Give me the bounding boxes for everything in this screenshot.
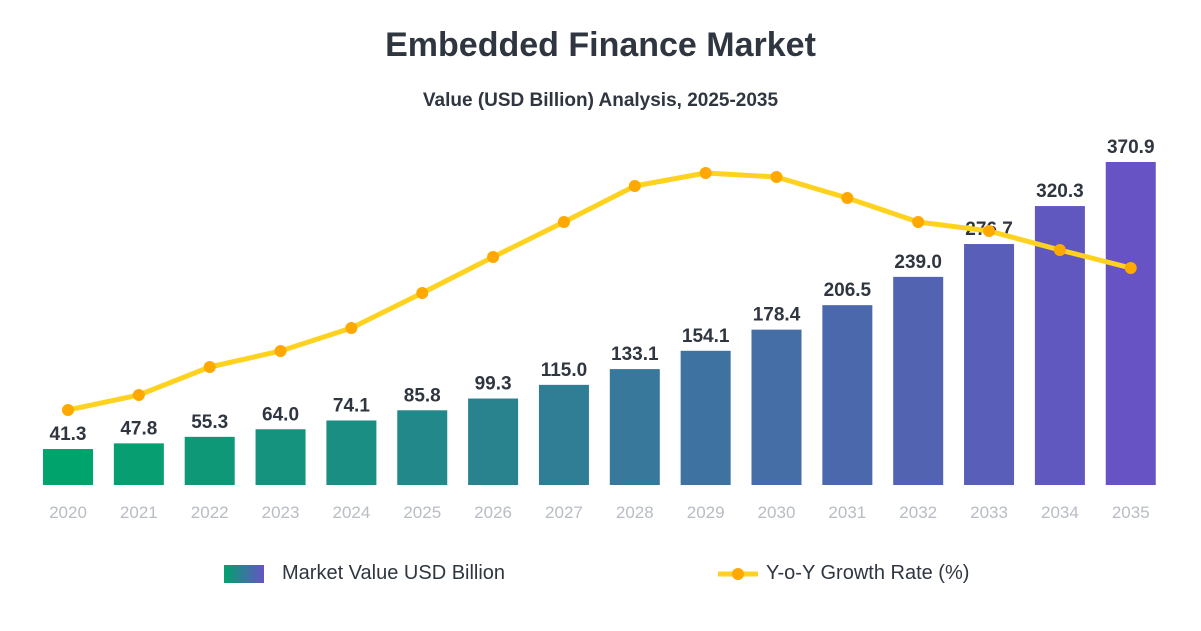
x-tick-2027: 2027 bbox=[545, 503, 583, 522]
x-tick-2021: 2021 bbox=[120, 503, 158, 522]
chart-title: Embedded Finance Market bbox=[385, 26, 816, 64]
bar-2030 bbox=[751, 329, 802, 485]
data-label-2029: 154.1 bbox=[682, 326, 730, 347]
data-label-2032: 239.0 bbox=[894, 252, 942, 273]
bar-2033 bbox=[964, 244, 1015, 485]
growth-point-2022 bbox=[203, 361, 216, 373]
bar-2026 bbox=[468, 398, 519, 485]
x-tick-2033: 2033 bbox=[970, 503, 1008, 522]
bar-2027 bbox=[538, 384, 589, 485]
data-label-2028: 133.1 bbox=[611, 344, 659, 365]
growth-point-2034 bbox=[1053, 244, 1066, 256]
growth-point-2024 bbox=[345, 322, 358, 334]
growth-point-2020 bbox=[62, 404, 74, 416]
bar-2031 bbox=[822, 305, 873, 485]
growth-point-2032 bbox=[912, 216, 925, 228]
x-tick-2025: 2025 bbox=[403, 503, 441, 522]
data-label-2026: 99.3 bbox=[475, 374, 512, 395]
data-label-2023: 64.0 bbox=[262, 404, 299, 425]
growth-point-2025 bbox=[416, 287, 429, 299]
growth-point-2035 bbox=[1124, 262, 1137, 274]
data-label-2030: 178.4 bbox=[753, 305, 801, 326]
bar-2020 bbox=[43, 449, 93, 485]
growth-point-2021 bbox=[132, 389, 145, 401]
data-label-2021: 47.8 bbox=[120, 418, 157, 439]
legend-swatch-line bbox=[718, 567, 758, 580]
data-label-2035: 370.9 bbox=[1107, 137, 1155, 158]
bar-2035 bbox=[1105, 162, 1156, 485]
x-tick-2022: 2022 bbox=[191, 503, 229, 522]
legend-label-growth-rate: Y-o-Y Growth Rate (%) bbox=[766, 562, 970, 584]
data-label-2034: 320.3 bbox=[1036, 181, 1084, 202]
growth-point-2033 bbox=[983, 225, 996, 237]
growth-point-2030 bbox=[770, 171, 783, 183]
x-tick-2024: 2024 bbox=[332, 503, 370, 522]
bar-2021 bbox=[113, 443, 164, 485]
bar-2032 bbox=[893, 276, 944, 485]
growth-point-2026 bbox=[487, 251, 500, 263]
x-tick-2034: 2034 bbox=[1041, 503, 1079, 522]
data-label-2031: 206.5 bbox=[824, 280, 872, 301]
bar-2029 bbox=[680, 350, 731, 485]
bar-2028 bbox=[609, 369, 660, 485]
bar-2023 bbox=[255, 429, 306, 485]
legend-item-growth-rate: Y-o-Y Growth Rate (%) bbox=[718, 562, 969, 585]
data-label-2027: 115.0 bbox=[541, 360, 588, 381]
growth-rate-line bbox=[67, 170, 1132, 413]
x-tick-2031: 2031 bbox=[828, 503, 866, 522]
chart-subtitle: Value (USD Billion) Analysis, 2025-2035 bbox=[422, 90, 779, 111]
growth-point-2023 bbox=[274, 345, 287, 357]
legend-item-market-value: Market Value USD Billion bbox=[224, 562, 505, 585]
data-label-2025: 85.8 bbox=[404, 385, 441, 406]
growth-point-2027 bbox=[557, 216, 570, 228]
growth-point-2031 bbox=[841, 192, 854, 204]
x-tick-2028: 2028 bbox=[616, 503, 654, 522]
legend-swatch-bar bbox=[224, 564, 264, 583]
x-tick-2026: 2026 bbox=[474, 503, 512, 522]
x-tick-2030: 2030 bbox=[758, 503, 796, 522]
growth-point-2029 bbox=[699, 167, 712, 179]
data-label-2022: 55.3 bbox=[191, 412, 228, 433]
data-label-2024: 74.1 bbox=[333, 395, 370, 416]
growth-point-2028 bbox=[628, 180, 641, 192]
bar-2024 bbox=[326, 420, 377, 485]
x-tick-2023: 2023 bbox=[262, 503, 300, 522]
x-tick-2032: 2032 bbox=[899, 503, 937, 522]
bar-2022 bbox=[184, 436, 235, 485]
x-tick-2035: 2035 bbox=[1112, 503, 1150, 522]
legend-label-market-value: Market Value USD Billion bbox=[282, 562, 506, 584]
bar-2025 bbox=[397, 410, 448, 485]
x-tick-2029: 2029 bbox=[687, 503, 725, 522]
x-tick-2020: 2020 bbox=[49, 503, 87, 522]
data-label-2020: 41.3 bbox=[50, 424, 87, 445]
